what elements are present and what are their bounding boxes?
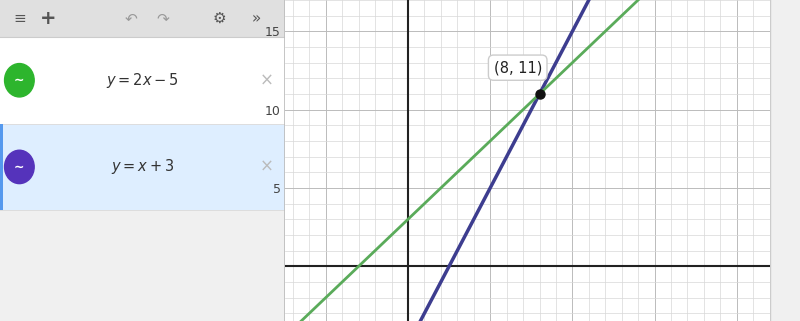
- Text: ∼: ∼: [14, 74, 25, 87]
- Text: ↷: ↷: [156, 11, 169, 26]
- Text: $y = x + 3$: $y = x + 3$: [110, 157, 174, 177]
- Text: »: »: [252, 11, 261, 26]
- Text: ∼: ∼: [14, 160, 25, 173]
- Circle shape: [5, 150, 34, 184]
- FancyBboxPatch shape: [0, 124, 3, 210]
- Text: $y = 2x - 5$: $y = 2x - 5$: [106, 71, 179, 90]
- FancyBboxPatch shape: [0, 0, 285, 37]
- Text: ×: ×: [259, 71, 274, 89]
- Text: ↶: ↶: [125, 11, 138, 26]
- Circle shape: [5, 64, 34, 97]
- Text: +: +: [40, 9, 57, 28]
- Text: ≡: ≡: [14, 11, 26, 26]
- FancyBboxPatch shape: [0, 37, 285, 124]
- Text: (8, 11): (8, 11): [494, 60, 542, 75]
- Text: ×: ×: [259, 158, 274, 176]
- Text: ⚙: ⚙: [213, 11, 226, 26]
- FancyBboxPatch shape: [0, 124, 285, 210]
